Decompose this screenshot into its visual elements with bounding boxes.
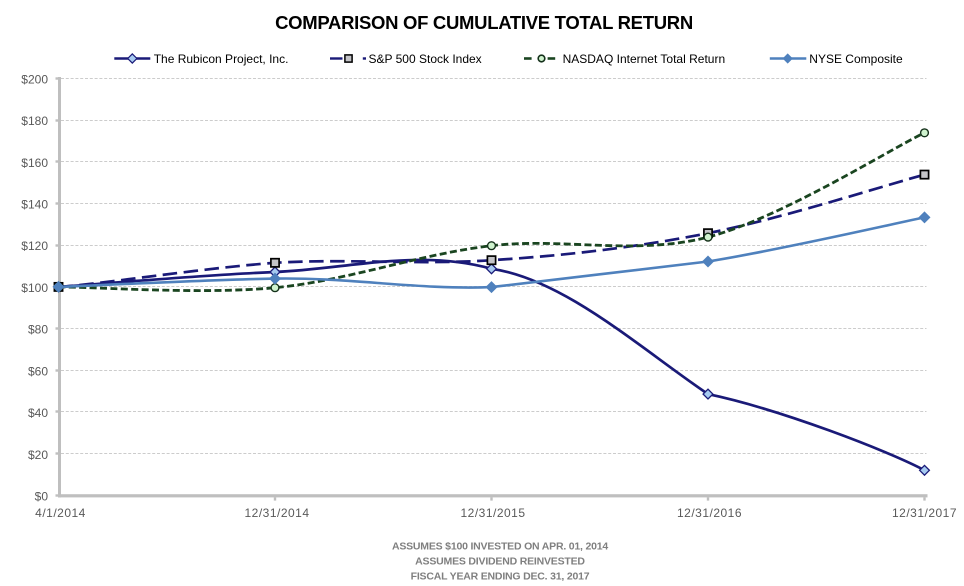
- svg-text:ASSUMES $100 INVESTED ON APR.: ASSUMES $100 INVESTED ON APR. 01, 2014: [392, 541, 608, 553]
- svg-text:$0: $0: [35, 490, 49, 504]
- svg-text:12/31/2017: 12/31/2017: [892, 506, 957, 520]
- svg-text:$40: $40: [28, 406, 48, 420]
- svg-text:$20: $20: [28, 448, 48, 462]
- svg-text:$160: $160: [21, 156, 48, 170]
- svg-text:FISCAL YEAR ENDING DEC. 31, 20: FISCAL YEAR ENDING DEC. 31, 2017: [411, 571, 590, 583]
- svg-text:$80: $80: [28, 323, 48, 337]
- svg-text:4/1/2014: 4/1/2014: [35, 506, 86, 520]
- svg-text:COMPARISON OF CUMULATIVE TOTAL: COMPARISON OF CUMULATIVE TOTAL RETURN: [275, 12, 693, 33]
- svg-text:12/31/2014: 12/31/2014: [244, 506, 309, 520]
- svg-text:S&P 500 Stock Index: S&P 500 Stock Index: [369, 52, 482, 66]
- svg-text:NYSE Composite: NYSE Composite: [809, 52, 903, 66]
- svg-text:$100: $100: [21, 281, 48, 295]
- svg-text:$200: $200: [21, 72, 48, 86]
- svg-text:ASSUMES DIVIDEND REINVESTED: ASSUMES DIVIDEND REINVESTED: [415, 556, 585, 568]
- svg-text:The Rubicon Project, Inc.: The Rubicon Project, Inc.: [154, 52, 289, 66]
- svg-text:NASDAQ Internet Total Return: NASDAQ Internet Total Return: [563, 52, 726, 66]
- svg-text:12/31/2015: 12/31/2015: [460, 506, 525, 520]
- svg-text:$180: $180: [21, 114, 48, 128]
- svg-text:$140: $140: [21, 198, 48, 212]
- svg-text:12/31/2016: 12/31/2016: [677, 506, 742, 520]
- svg-text:$60: $60: [28, 364, 48, 378]
- svg-text:$120: $120: [21, 239, 48, 253]
